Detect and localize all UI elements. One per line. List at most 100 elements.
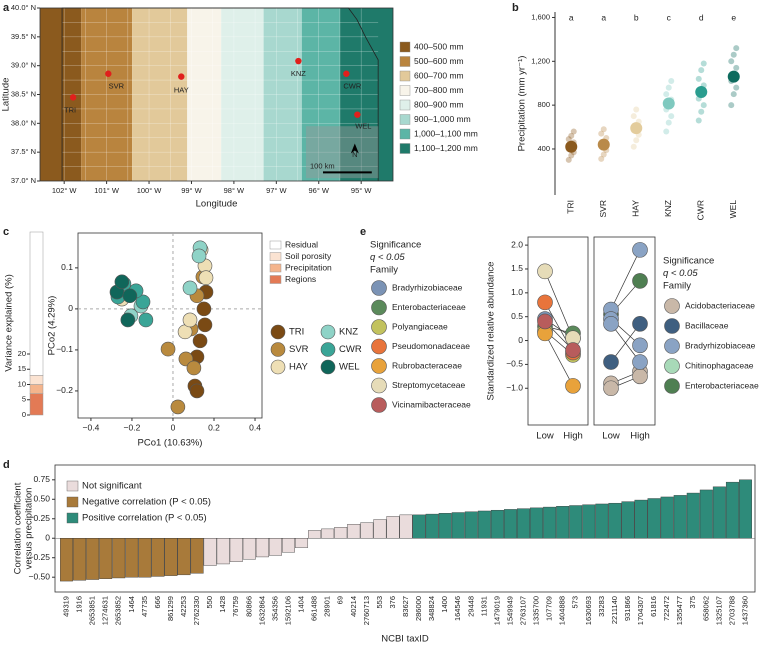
mean-point xyxy=(662,97,675,110)
sample-point xyxy=(728,102,735,109)
x-tick-label: 98° W xyxy=(224,186,245,195)
legend-label: KNZ xyxy=(339,327,358,338)
x-tick-label: 376 xyxy=(388,596,397,609)
bar xyxy=(686,492,700,539)
sample-point xyxy=(160,341,176,357)
y-axis-title: versus precipitation xyxy=(24,488,35,570)
abundance-point xyxy=(537,313,553,330)
bar xyxy=(386,516,400,539)
mean-point xyxy=(695,85,708,98)
legend-swatch xyxy=(66,496,79,508)
x-tick-label: 40214 xyxy=(349,596,358,617)
legend-title: q < 0.05 xyxy=(370,252,405,263)
bar xyxy=(621,501,635,539)
x-tick-label: 1479019 xyxy=(492,596,501,625)
legend-label: 700–800 mm xyxy=(414,85,464,95)
bar xyxy=(634,499,648,539)
legend-label: 400–500 mm xyxy=(414,41,464,51)
site-point xyxy=(105,70,112,77)
x-tick-label: 553 xyxy=(375,596,384,609)
pair-connector xyxy=(610,249,641,310)
sample-point xyxy=(565,136,572,143)
bar xyxy=(412,514,426,539)
bar xyxy=(268,538,282,556)
x-axis-title: Longitude xyxy=(196,199,238,210)
sample-point xyxy=(733,84,740,91)
bar xyxy=(99,538,113,579)
x-tick-label: 2762330 xyxy=(192,596,201,625)
sample-point xyxy=(600,126,607,133)
bar xyxy=(739,479,752,539)
bar xyxy=(164,538,178,576)
legend-label: Chitinophagaceae xyxy=(685,360,754,370)
bar xyxy=(203,538,217,566)
x-tick-label: 76759 xyxy=(231,596,240,617)
plot-frame xyxy=(77,232,263,419)
plot-frame xyxy=(527,236,589,426)
x-tick-label: 286000 xyxy=(414,596,423,621)
legend-marker xyxy=(371,338,387,355)
legend-label: 800–900 mm xyxy=(414,99,464,109)
y-tick-label: 0 xyxy=(45,532,50,542)
sample-point xyxy=(182,312,198,328)
x-tick-label: 348824 xyxy=(427,596,436,621)
bar xyxy=(216,538,230,565)
bar xyxy=(647,498,661,539)
legend-title: Significance xyxy=(370,240,421,251)
x-tick-label: 354356 xyxy=(270,596,279,621)
site-point xyxy=(354,111,361,118)
sample-point xyxy=(698,108,705,115)
legend-swatch xyxy=(399,143,411,154)
x-tick-label: 1592106 xyxy=(283,596,292,625)
bar xyxy=(347,524,361,539)
x-tick-label: 1630693 xyxy=(584,596,593,625)
x-tick-label: 375 xyxy=(688,596,697,609)
bar xyxy=(530,507,544,539)
sample-point xyxy=(663,91,670,98)
bar xyxy=(660,496,674,539)
sample-point xyxy=(730,51,737,58)
mean-point xyxy=(727,70,740,83)
y-axis-title: Precipitation (mm yr⁻¹) xyxy=(517,56,528,152)
legend-swatch xyxy=(399,56,411,67)
legend-marker xyxy=(371,299,387,316)
bar xyxy=(556,506,570,539)
y-tick-label: 20 xyxy=(18,349,26,358)
y-tick-label: 40.0° N xyxy=(11,3,36,12)
x-tick-label: KNZ xyxy=(663,200,673,217)
bar xyxy=(503,509,517,539)
sample-point xyxy=(568,132,575,139)
y-tick-label: −0.2 xyxy=(56,385,73,395)
sample-point xyxy=(700,102,707,109)
y-tick-label: 0.25 xyxy=(33,513,50,523)
significance-letter: e xyxy=(731,12,736,22)
sample-point xyxy=(630,143,637,150)
bar xyxy=(334,527,348,539)
x-tick-label: 2703788 xyxy=(727,596,736,625)
legend-label: Precipitation xyxy=(285,262,332,272)
significance-letter: c xyxy=(667,12,672,22)
y-tick-label: 37.0° N xyxy=(11,176,36,185)
bar xyxy=(608,502,622,539)
legend-title: q < 0.05 xyxy=(663,268,698,279)
site-point xyxy=(343,70,350,77)
inset-box xyxy=(306,126,379,179)
legend-label: Rubrobacteraceae xyxy=(392,360,462,370)
site-label: TRI xyxy=(64,105,76,114)
site-label: CWR xyxy=(343,82,361,91)
x-tick-label: 2653852 xyxy=(114,596,123,625)
y-tick-label: 1.0 xyxy=(511,287,523,297)
bar xyxy=(255,538,269,558)
pair-connector xyxy=(544,271,574,339)
x-tick-label: 1916 xyxy=(75,596,84,613)
abundance-point xyxy=(537,263,553,280)
panel-letter: a xyxy=(3,2,10,14)
sample-point xyxy=(663,128,670,135)
y-tick-label: 400 xyxy=(537,144,550,153)
x-tick-label: WEL xyxy=(728,200,738,219)
sample-point xyxy=(191,248,207,264)
y-axis-title: Correlation coefficient xyxy=(13,482,24,574)
legend-label: Enterobacteriaceae xyxy=(685,380,759,390)
variance-segment xyxy=(29,393,44,416)
